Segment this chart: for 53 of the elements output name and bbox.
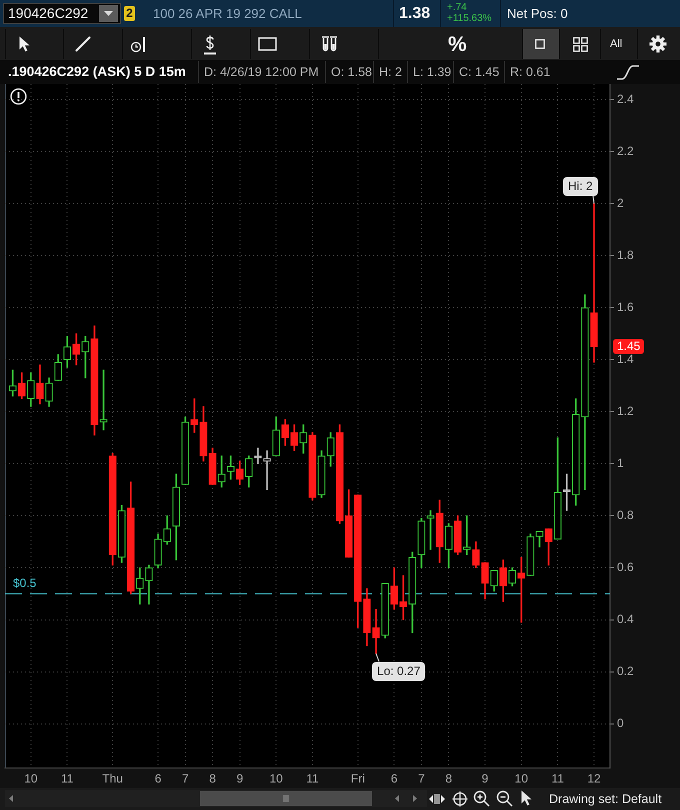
- text: Drawing set: Default: [549, 792, 662, 807]
- x-tick-label: 7: [418, 772, 426, 786]
- text: +.74: [447, 2, 467, 14]
- x-tick-label: 10: [514, 772, 528, 786]
- y-tick-label: 2.4: [617, 92, 634, 106]
- text: 1.45: [613, 339, 644, 354]
- x-tick-label: Thu: [102, 772, 123, 786]
- x-tick-label: 11: [60, 772, 74, 786]
- y-tick-label: 0.2: [617, 664, 634, 678]
- text: +115.63%: [447, 13, 492, 25]
- x-tick-label: Fri: [350, 772, 365, 786]
- y-tick-label: 1.4: [617, 352, 634, 366]
- y-tick-label: 1.6: [617, 300, 634, 314]
- text: All: [610, 38, 622, 52]
- y-tick-label: 0.8: [617, 508, 634, 522]
- text: 2: [124, 6, 135, 21]
- y-tick-label: 1.2: [617, 404, 634, 418]
- chart-title: .190426C292 (ASK) 5 D 15m: [8, 64, 186, 80]
- annotation: Lo: 0.27: [372, 662, 426, 681]
- x-tick-label: 11: [306, 772, 319, 786]
- text: C: 1.45: [453, 61, 504, 83]
- x-tick-label: 6: [390, 772, 398, 786]
- y-tick-label: 0: [617, 716, 624, 730]
- x-tick-label: 6: [154, 772, 162, 786]
- ref-line-label: $0.5: [13, 576, 37, 590]
- x-tick-label: 10: [269, 772, 284, 786]
- y-tick-label: 2.2: [617, 144, 634, 158]
- text: %: [448, 32, 467, 58]
- text: R: 0.61: [504, 61, 556, 83]
- text: L: 1.39: [407, 61, 456, 83]
- x-tick-label: 8: [209, 772, 216, 786]
- text: H: 2: [373, 61, 407, 83]
- candlestick: [263, 450, 271, 490]
- y-tick-label: 2: [617, 196, 624, 210]
- text: 190426C292: [3, 3, 99, 24]
- x-tick-label: 10: [24, 772, 38, 786]
- text: 1.38: [399, 4, 430, 24]
- y-tick-label: 1.8: [617, 248, 634, 262]
- text: 100 26 APR 19 292 CALL: [153, 6, 302, 22]
- candlestick: [100, 370, 108, 430]
- text: O: 1.58: [325, 61, 377, 83]
- annotation: Hi: 2: [563, 176, 598, 196]
- x-tick-label: 11: [551, 772, 564, 786]
- x-tick-label: 8: [445, 772, 452, 786]
- x-tick-label: 9: [236, 772, 244, 786]
- y-tick-label: 1: [617, 456, 624, 470]
- text: D: 4/26/19 12:00 PM: [198, 61, 324, 83]
- y-tick-label: 0.4: [617, 612, 634, 626]
- text: Net Pos: 0: [507, 6, 568, 22]
- x-tick-label: 7: [182, 772, 189, 786]
- y-tick-label: 0.6: [617, 560, 634, 574]
- x-tick-label: 12: [587, 772, 602, 786]
- x-tick-label: 9: [482, 772, 489, 786]
